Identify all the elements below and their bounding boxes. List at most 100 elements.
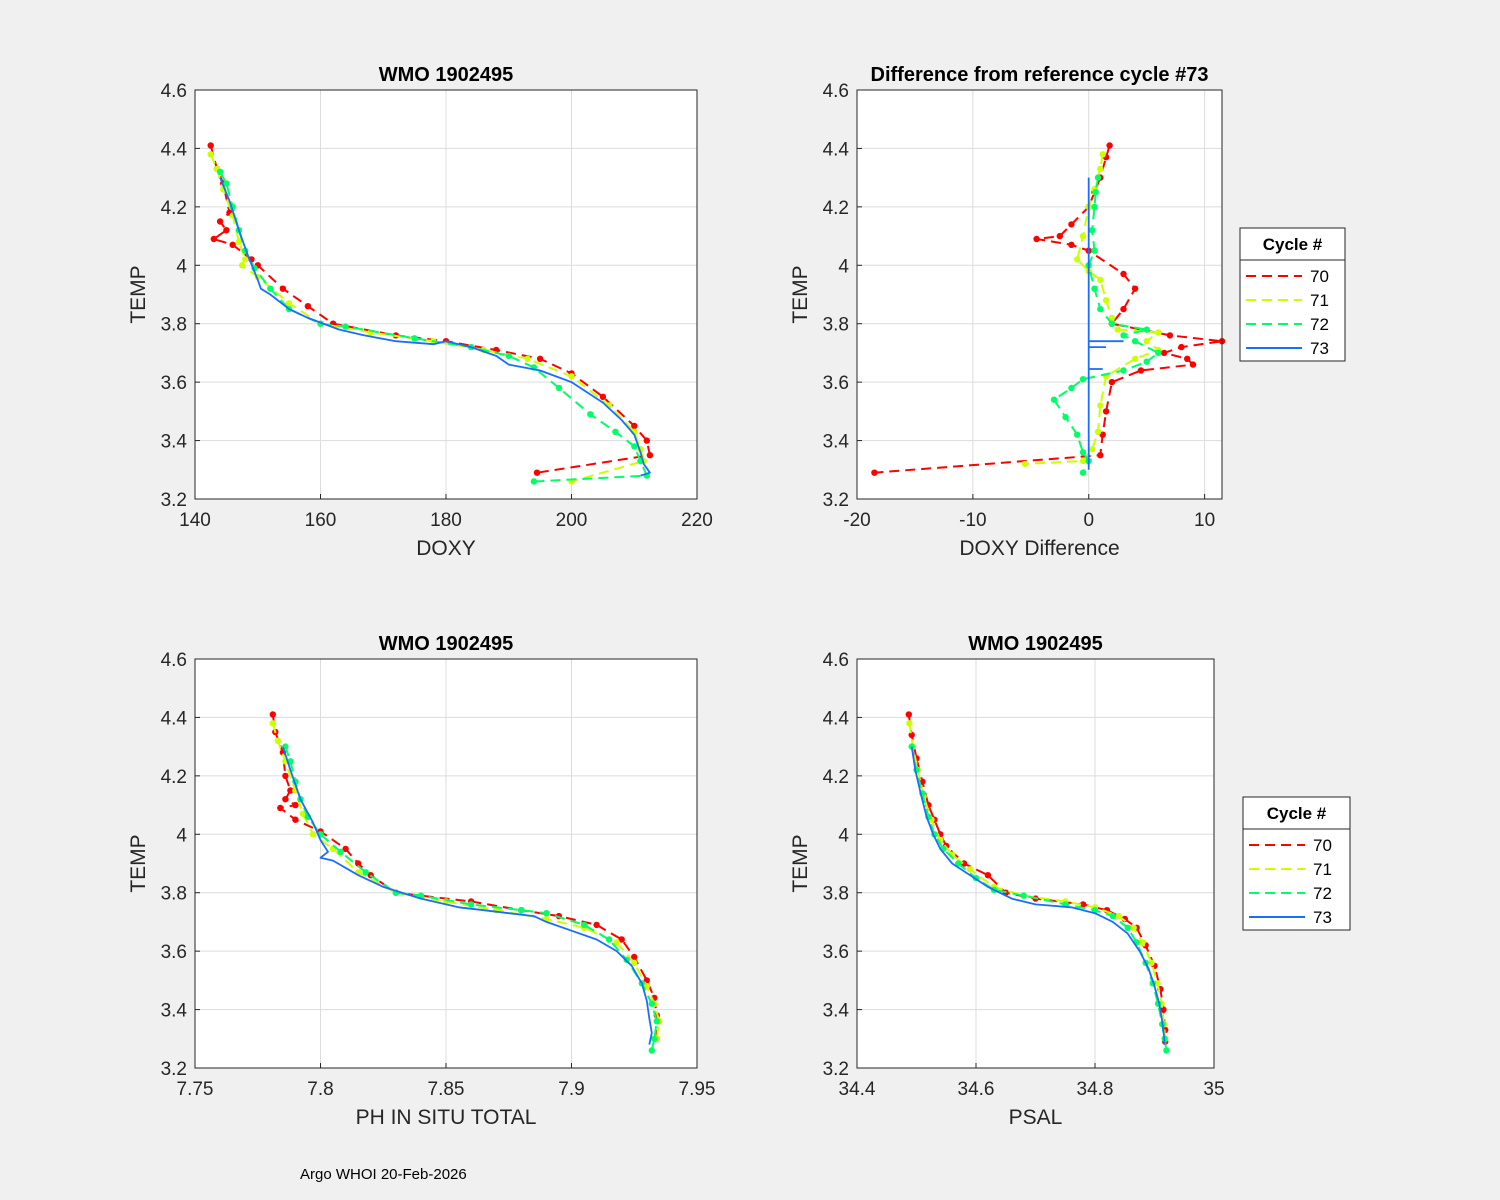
data-point-72 [1094, 174, 1102, 181]
data-point-72 [1089, 227, 1096, 234]
data-point-72 [648, 1047, 655, 1054]
y-tick-label: 3.6 [823, 373, 849, 394]
data-point-71 [274, 737, 281, 744]
data-point-70 [599, 393, 607, 400]
data-point-71 [631, 959, 638, 966]
data-point-70 [533, 469, 541, 476]
data-point-72 [216, 168, 224, 175]
data-point-71 [1102, 297, 1110, 304]
axes-box [856, 658, 1215, 1069]
data-point-72 [653, 1018, 660, 1025]
data-point-70 [292, 801, 299, 809]
data-point-71 [1108, 314, 1116, 322]
data-point-72 [612, 428, 619, 435]
data-point-72 [1062, 414, 1069, 421]
data-point-71 [1097, 276, 1104, 284]
legend-label-70: 70 [1310, 267, 1329, 286]
data-point-72 [1120, 332, 1127, 339]
y-tick-label: 4 [838, 825, 849, 846]
legend-label-72: 72 [1313, 884, 1332, 903]
y-tick-label: 4.2 [161, 767, 187, 788]
x-axis-label: DOXY [416, 537, 476, 560]
x-axis-label: DOXY Difference [959, 537, 1119, 560]
y-tick-label: 3.8 [823, 884, 849, 905]
y-tick-label: 4 [176, 256, 187, 277]
data-point-72 [337, 848, 344, 855]
data-point-72 [1092, 189, 1099, 196]
data-point-70 [282, 772, 289, 780]
y-tick-label: 4.6 [823, 650, 849, 671]
y-tick-label: 3.8 [823, 315, 849, 336]
legend-label-73: 73 [1310, 339, 1329, 358]
x-tick-label: 7.9 [558, 1079, 584, 1100]
data-point-71 [309, 831, 317, 838]
data-point-72 [411, 335, 418, 342]
data-point-70 [342, 845, 349, 853]
data-point-72 [1108, 320, 1116, 327]
x-tick-label: 10 [1194, 510, 1215, 531]
data-point-70 [1166, 332, 1174, 339]
data-point-71 [643, 983, 650, 990]
x-tick-label: 0 [1083, 510, 1094, 531]
data-point-70 [1068, 221, 1075, 228]
data-point-71 [1099, 151, 1106, 158]
data-point-70 [1137, 367, 1145, 374]
data-point-72 [631, 443, 638, 450]
data-point-70 [1160, 349, 1168, 357]
data-point-71 [207, 151, 214, 158]
data-layer [905, 711, 1170, 1054]
data-point-70 [223, 227, 230, 234]
x-tick-label: 34.4 [839, 1079, 876, 1100]
data-point-70 [1068, 241, 1075, 248]
data-point-71 [1114, 326, 1121, 333]
y-tick-label: 3.6 [823, 942, 849, 963]
data-point-72 [543, 910, 550, 917]
data-point-72 [555, 384, 563, 392]
y-tick-label: 3.4 [823, 432, 850, 453]
y-tick-label: 4.6 [161, 81, 187, 102]
legend-label-71: 71 [1313, 860, 1332, 879]
legend-box [1239, 227, 1346, 362]
data-point-70 [984, 872, 992, 879]
data-point-72 [1091, 203, 1098, 211]
data-point-72 [362, 869, 369, 876]
series-line-73 [282, 746, 653, 1045]
data-point-70 [277, 804, 284, 812]
data-point-72 [651, 1035, 658, 1043]
data-point-72 [1143, 358, 1150, 365]
data-layer [871, 142, 1226, 476]
data-point-71 [238, 262, 246, 269]
axes-1: 140 160 180 200 220 3.2 3.4 3.6 3.8 4 4.2 4.4 4.6 WMO… [127, 64, 713, 560]
legend-title: Cycle # [1267, 804, 1327, 823]
data-point-72 [267, 285, 274, 292]
data-point-71 [1079, 232, 1087, 240]
data-point-72 [530, 478, 538, 485]
data-point-71 [299, 810, 307, 817]
data-point-70 [355, 860, 362, 867]
footer-text: Argo WHOI 20-Feb-2026 [300, 1166, 467, 1183]
legend-box [1242, 796, 1351, 931]
data-point-70 [1106, 142, 1113, 149]
legend: Cycle # 70 71 72 73 [1239, 227, 1346, 362]
y-tick-label: 4.4 [161, 708, 188, 729]
data-point-71 [966, 866, 974, 873]
data-point-70 [207, 142, 214, 149]
data-point-70 [210, 235, 217, 243]
data-point-72 [587, 411, 594, 418]
axes-box [856, 89, 1223, 500]
series-line-73 [219, 177, 651, 477]
chart-title: WMO 1902495 [379, 64, 514, 86]
y-tick-label: 4.2 [161, 198, 187, 219]
data-point-70 [282, 796, 289, 803]
data-point-72 [1155, 349, 1162, 357]
data-point-70 [908, 731, 915, 739]
data-point-70 [1131, 285, 1139, 292]
data-point-71 [242, 256, 249, 263]
data-point-70 [871, 469, 878, 476]
series-line-70 [874, 145, 1223, 474]
chart-title: WMO 1902495 [968, 633, 1103, 655]
data-point-72 [1097, 305, 1104, 313]
y-tick-label: 4.4 [823, 708, 850, 729]
data-point-71 [1094, 428, 1102, 435]
